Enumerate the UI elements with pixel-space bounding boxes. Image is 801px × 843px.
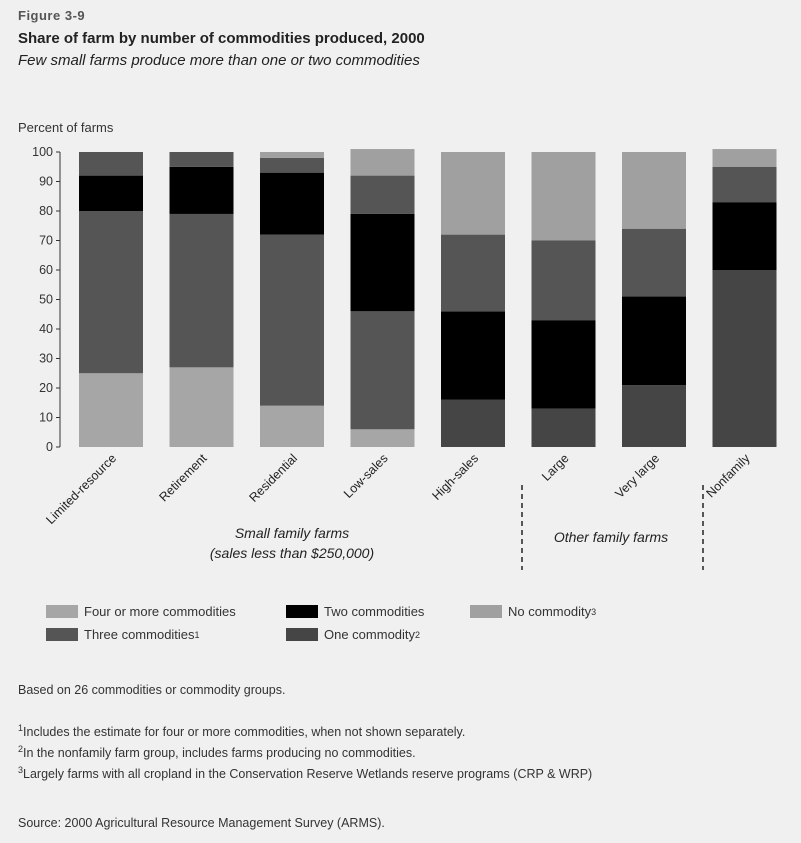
bar-segment [350, 175, 415, 214]
bar-segment [622, 296, 686, 386]
bar-segment [441, 311, 505, 400]
legend-item-two: Two commodities [286, 604, 424, 619]
bar-segment [79, 373, 143, 447]
source-note: Source: 2000 Agricultural Resource Manag… [18, 816, 385, 830]
bar-segment [79, 152, 143, 176]
category-label: Limited-resource [43, 451, 119, 527]
bar-segment [260, 172, 324, 235]
bar-segment [712, 270, 777, 447]
category-label: Residential [246, 451, 300, 505]
y-tick-label: 50 [39, 293, 53, 307]
bar-segment [169, 213, 234, 368]
stacked-bar-chart: Percent of farms 0 10 20 30 40 50 60 70 80 90 100 Li… [18, 120, 777, 570]
bar-segment [79, 175, 143, 211]
bar-segment [441, 399, 505, 447]
bar-segment [531, 408, 596, 447]
bar-segment [531, 240, 596, 321]
y-tick-label: 40 [39, 322, 53, 336]
bar-segment [712, 149, 777, 167]
category-label: Retirement [156, 451, 209, 504]
bar-segment [622, 152, 686, 229]
bar-segment [169, 166, 234, 214]
bar-segment [441, 234, 505, 312]
category-label: Low-sales [341, 451, 391, 501]
y-tick-label: 100 [32, 145, 53, 159]
legend-swatch [46, 628, 78, 641]
category-label: Nonfamily [703, 451, 753, 501]
group-label-small-family: Small family farms [235, 525, 349, 541]
bar-segment [169, 367, 234, 447]
bar-segment [260, 157, 324, 173]
legend-label: Two commodities [324, 604, 425, 619]
y-tick-label: 10 [39, 411, 53, 425]
y-tick-label: 60 [39, 263, 53, 277]
legend-swatch [46, 605, 78, 618]
bar-segment [712, 166, 777, 203]
y-tick-label: 80 [39, 204, 53, 218]
bar-segment [622, 385, 686, 447]
footnote-3: 3Largely farms with all cropland in the … [18, 765, 593, 782]
bar-segment [169, 152, 234, 167]
legend-swatch [286, 628, 318, 641]
bar-segment [622, 228, 686, 297]
figure-label: Figure 3-9 [18, 8, 86, 23]
group-label-other-family: Other family farms [554, 529, 668, 545]
chart-title: Share of farm by number of commodities p… [18, 30, 425, 47]
legend-label: One commodity [324, 627, 416, 642]
bar-segment [350, 429, 415, 447]
bar-segment [260, 405, 324, 447]
legend-label: Four or more commodities [84, 604, 236, 619]
footnote-1: 1Includes the estimate for four or more … [18, 723, 466, 740]
bar-segment [260, 152, 324, 158]
category-label: High-sales [429, 451, 481, 503]
category-label: Very large [612, 451, 662, 501]
legend-item-four-or-more: Four or more commodities [46, 604, 236, 619]
bar-segment [350, 149, 415, 176]
bar-segment [79, 211, 143, 374]
footnote-2: 2In the nonfamily farm group, includes f… [18, 744, 416, 761]
bar-segment [350, 213, 415, 312]
legend-swatch [470, 605, 502, 618]
legend-item-one: One commodity 2 [286, 627, 420, 642]
bar-segment [712, 202, 777, 270]
y-tick-label: 30 [39, 352, 53, 366]
y-tick-label: 20 [39, 381, 53, 395]
y-tick-label: 0 [46, 440, 53, 454]
category-label: Large [539, 451, 572, 484]
chart-subtitle: Few small farms produce more than one or… [18, 52, 420, 69]
legend-label: No commodity [508, 604, 592, 619]
legend-swatch [286, 605, 318, 618]
legend-label: Three commodities [84, 627, 195, 642]
bar-segment [350, 311, 415, 430]
basis-note: Based on 26 commodities or commodity gro… [18, 683, 286, 697]
bar-segment [531, 320, 596, 409]
bar-segment [441, 152, 505, 235]
bar-segment [260, 234, 324, 406]
y-tick-label: 90 [39, 175, 53, 189]
y-tick-label: 70 [39, 234, 53, 248]
bar-segment [531, 152, 596, 241]
legend-item-three: Three commodities 1 [46, 627, 200, 642]
legend-item-no-commodity: No commodity 3 [470, 604, 596, 619]
y-axis-label: Percent of farms [18, 120, 114, 135]
group-label-small-family-sales: (sales less than $250,000) [210, 545, 374, 561]
